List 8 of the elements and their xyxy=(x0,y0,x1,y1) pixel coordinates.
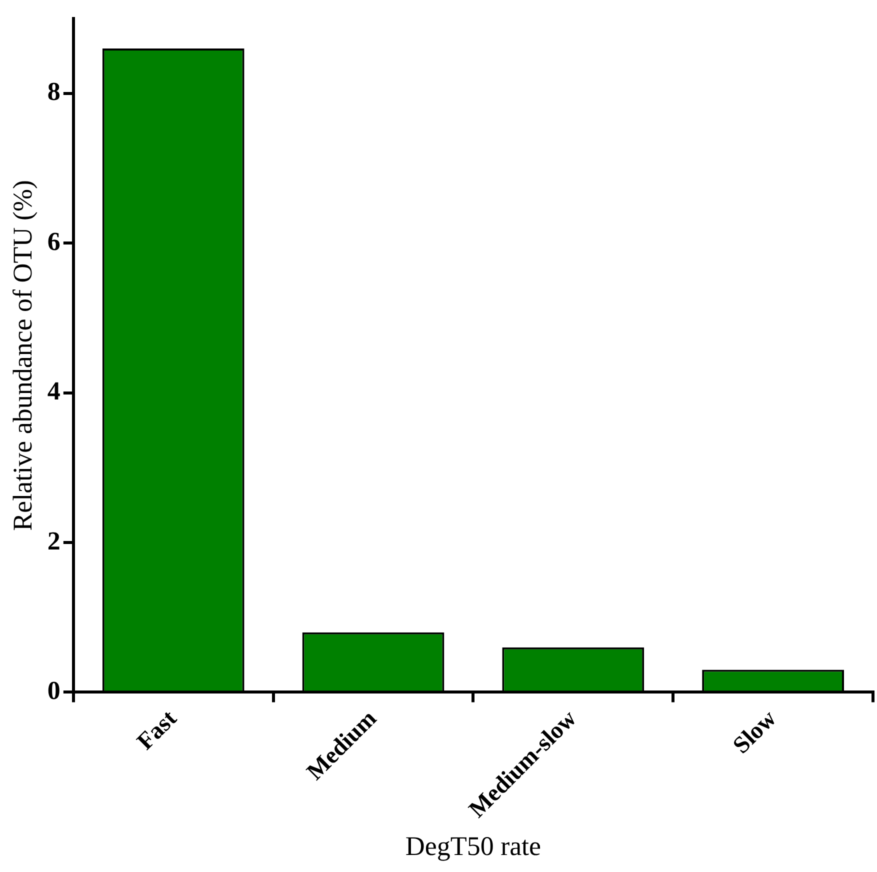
y-tick-label: 2 xyxy=(47,526,60,556)
y-tick-label: 4 xyxy=(47,376,60,406)
x-tick-label: Fast xyxy=(132,706,182,756)
x-axis-title: DegT50 rate xyxy=(405,830,542,861)
y-axis-title: Relative abundance of OTU (%) xyxy=(7,180,38,531)
y-tick-label: 6 xyxy=(47,226,60,256)
y-tick-label: 0 xyxy=(47,676,60,705)
y-tick-label: 8 xyxy=(47,77,60,106)
